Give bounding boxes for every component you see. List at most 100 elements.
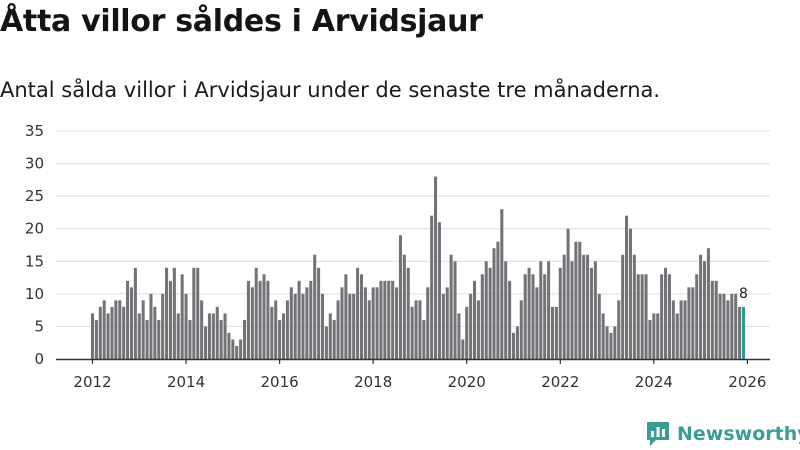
bar: [118, 300, 122, 359]
bar: [703, 261, 707, 359]
bar: [297, 280, 301, 359]
bar: [656, 313, 660, 359]
y-tick-label: 35: [25, 122, 44, 140]
bar: [137, 313, 141, 359]
bar: [437, 222, 441, 359]
bar: [480, 274, 484, 359]
bar: [706, 248, 710, 359]
bar: [484, 261, 488, 359]
bar: [328, 313, 332, 359]
bar: [609, 332, 613, 359]
bar: [535, 287, 539, 359]
bar: [293, 293, 297, 359]
bar: [457, 313, 461, 359]
bar: [644, 274, 648, 359]
bar: [281, 313, 286, 359]
bar: [145, 319, 149, 359]
bar: [660, 274, 664, 359]
bar: [180, 274, 184, 359]
bar: [395, 287, 399, 359]
x-tick-label: 2012: [73, 373, 111, 391]
bar: [461, 339, 465, 359]
y-axis-ticks: 0 5 10 15 20 25 30 35: [25, 122, 44, 368]
bar: [632, 254, 636, 359]
y-tick-label: 0: [34, 350, 44, 368]
bar: [406, 267, 410, 359]
y-tick-label: 20: [25, 220, 44, 238]
brand-name: Newsworthy: [677, 423, 800, 445]
bar: [679, 300, 683, 359]
bar: [574, 241, 578, 359]
bar: [398, 235, 402, 359]
bar: [157, 319, 161, 359]
bar: [387, 280, 391, 359]
bar: [562, 254, 566, 359]
bar: [102, 300, 106, 359]
bar: [465, 306, 469, 359]
bar: [207, 313, 211, 359]
bar: [262, 274, 266, 359]
bar: [671, 300, 675, 359]
brand-logo: Newsworthy: [645, 418, 800, 450]
bar: [188, 319, 192, 359]
bar: [582, 254, 586, 359]
bar: [126, 280, 130, 359]
bar: [410, 306, 414, 359]
bar: [473, 280, 477, 359]
bar: [153, 306, 157, 359]
bar: [367, 300, 371, 359]
bar: [453, 261, 457, 359]
bar: [243, 319, 247, 359]
bar: [352, 293, 356, 359]
bar: [110, 306, 114, 359]
bar: [449, 254, 453, 359]
y-tick-label: 10: [25, 285, 44, 303]
bar: [488, 267, 492, 359]
bar: [363, 287, 367, 359]
bar: [730, 293, 734, 359]
bar: [219, 319, 223, 359]
y-tick-label: 25: [25, 187, 44, 205]
bar: [402, 254, 406, 359]
bar: [176, 313, 180, 359]
bar: [699, 254, 703, 359]
bar: [687, 287, 691, 359]
bar: [628, 228, 632, 359]
last-value-label: 8: [739, 286, 748, 302]
bar: [184, 293, 188, 359]
bar: [94, 319, 98, 359]
y-tick-label: 15: [25, 252, 44, 270]
bar: [324, 326, 328, 359]
bar: [114, 300, 118, 359]
bar: [648, 319, 652, 359]
bar: [691, 287, 695, 359]
bar: [168, 280, 172, 359]
bar: [215, 306, 219, 359]
x-tick-label: 2016: [261, 373, 299, 391]
bar: [422, 319, 426, 359]
bar: [344, 274, 348, 359]
bar: [469, 293, 473, 359]
bar: [414, 300, 418, 359]
bar: [652, 313, 656, 359]
page-title: Åtta villor såldes i Arvidsjaur: [0, 4, 483, 39]
bar: [231, 339, 235, 359]
bar: [597, 293, 601, 359]
bar: [161, 293, 165, 359]
bar: [317, 267, 321, 359]
bar: [476, 300, 480, 359]
y-tick-label: 5: [34, 317, 44, 335]
bar: [566, 228, 570, 359]
bar: [356, 267, 360, 359]
bar: [683, 300, 687, 359]
bar: [593, 261, 597, 359]
bar: [519, 300, 523, 359]
bar: [430, 215, 434, 359]
bar: [383, 280, 387, 359]
bar: [320, 293, 325, 359]
bar: [726, 300, 730, 359]
bar: [640, 274, 644, 359]
bar: [391, 280, 395, 359]
bar: [239, 339, 243, 359]
